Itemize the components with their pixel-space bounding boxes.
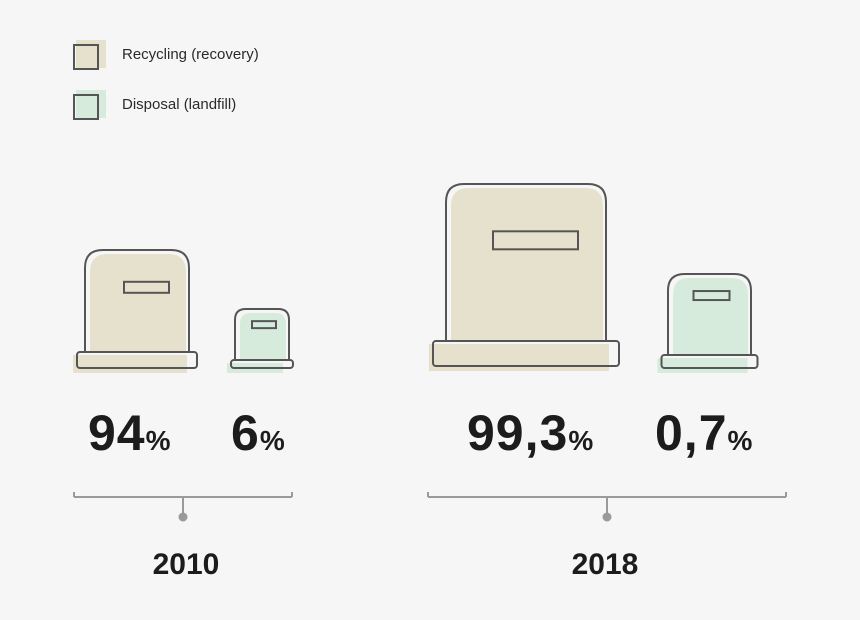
axis-2018-dot xyxy=(602,512,612,522)
value-label-2018-recycling: 99,3% xyxy=(467,405,594,461)
value-label-2018-disposal: 0,7% xyxy=(655,405,753,461)
axis-2010-dot xyxy=(178,512,188,522)
plinth-2010-disposal xyxy=(230,359,294,369)
plate-2018-recycling xyxy=(492,230,579,251)
plinth-2018-recycling xyxy=(432,340,620,367)
legend-label-disposal: Disposal (landfill) xyxy=(122,96,237,113)
bar-2010-recycling xyxy=(84,249,190,352)
recycling-swatch-icon xyxy=(72,40,106,74)
bar-fill-2010-disposal xyxy=(240,313,286,360)
year-label-2018: 2018 xyxy=(571,548,639,581)
bar-2010-disposal xyxy=(234,308,290,360)
plinth-fill-2018-disposal xyxy=(657,358,748,373)
plinth-fill-2010-recycling xyxy=(73,355,187,373)
year-label-2010: 2010 xyxy=(152,548,220,581)
bar-fill-2010-recycling xyxy=(90,254,186,352)
legend-label-recycling: Recycling (recovery) xyxy=(122,46,259,63)
bar-2018-recycling xyxy=(445,183,607,341)
plate-2010-recycling xyxy=(123,280,170,294)
disposal-swatch-icon xyxy=(72,90,106,124)
value-label-2010-disposal: 6% xyxy=(231,405,285,461)
plate-2018-disposal xyxy=(692,290,731,302)
bar-fill-2018-recycling xyxy=(451,188,603,341)
bar-2018-disposal xyxy=(667,273,752,355)
bar-fill-2018-disposal xyxy=(673,278,748,355)
plate-2010-disposal xyxy=(251,320,277,330)
plinth-2010-recycling xyxy=(76,351,198,369)
value-label-2010-recycling: 94% xyxy=(88,405,171,461)
plinth-2018-disposal xyxy=(660,354,759,369)
